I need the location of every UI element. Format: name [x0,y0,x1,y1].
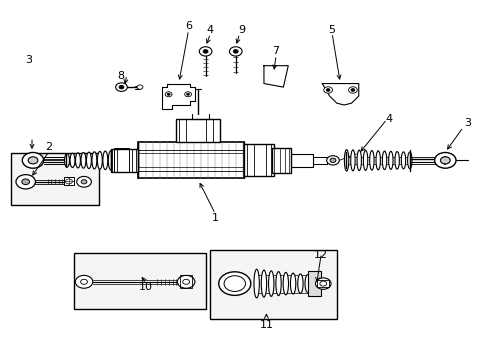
Circle shape [350,89,354,91]
Bar [271,148,290,173]
Circle shape [77,176,91,187]
Text: 4: 4 [385,114,392,124]
Text: 6: 6 [184,21,192,31]
Bar [111,149,137,172]
Ellipse shape [70,153,75,167]
Ellipse shape [283,273,288,295]
Polygon shape [322,84,358,105]
Text: 7: 7 [272,46,279,57]
Ellipse shape [401,152,405,169]
Circle shape [75,275,93,288]
Bar [63,177,74,185]
Ellipse shape [344,150,348,171]
Bar [180,275,192,288]
Circle shape [119,85,123,89]
Bar [317,280,328,287]
Ellipse shape [305,275,310,293]
Circle shape [218,272,250,296]
Text: 1: 1 [211,212,218,222]
Ellipse shape [268,271,273,296]
Polygon shape [162,84,195,109]
Bar [307,271,321,296]
Text: 5: 5 [328,25,335,35]
Text: 3: 3 [463,118,470,128]
Text: 2: 2 [45,142,53,152]
Ellipse shape [388,151,392,169]
Text: 8: 8 [117,71,124,81]
Ellipse shape [363,150,367,170]
Circle shape [28,157,38,164]
Polygon shape [264,66,287,87]
Ellipse shape [261,270,266,297]
Circle shape [329,158,335,162]
Text: 10: 10 [139,282,153,292]
Circle shape [315,278,330,289]
Bar [11,153,99,205]
Ellipse shape [394,152,399,169]
Ellipse shape [97,152,102,169]
Bar [114,148,128,172]
Bar [244,144,273,176]
Circle shape [177,275,195,288]
Bar [137,143,244,178]
Circle shape [165,92,172,97]
Circle shape [434,153,455,168]
Ellipse shape [81,153,86,168]
Ellipse shape [86,152,91,168]
Bar [210,249,336,319]
Circle shape [233,50,238,53]
Circle shape [137,85,142,89]
Ellipse shape [108,151,113,170]
Text: 9: 9 [238,25,245,35]
Ellipse shape [75,153,80,168]
Ellipse shape [375,151,380,170]
Bar [176,119,220,143]
Ellipse shape [350,150,354,171]
Circle shape [186,93,189,95]
Circle shape [203,50,207,53]
Ellipse shape [275,271,281,296]
Circle shape [167,93,170,95]
Text: 4: 4 [206,25,214,35]
Bar [74,253,205,309]
Ellipse shape [253,269,259,298]
Circle shape [116,83,127,91]
Text: 11: 11 [259,320,273,330]
Text: 3: 3 [25,55,33,65]
Circle shape [229,47,242,56]
Circle shape [323,87,332,93]
Circle shape [16,175,35,189]
Ellipse shape [290,273,295,294]
Ellipse shape [102,151,107,170]
Circle shape [184,92,191,97]
Circle shape [81,180,87,184]
Ellipse shape [64,154,69,167]
Text: 12: 12 [314,250,328,260]
Ellipse shape [407,152,411,168]
Ellipse shape [297,274,303,293]
Circle shape [199,47,211,56]
Ellipse shape [369,150,373,170]
Circle shape [440,157,449,164]
Circle shape [22,153,43,168]
Circle shape [325,89,329,91]
Ellipse shape [92,152,97,169]
Ellipse shape [382,151,386,170]
Circle shape [326,156,339,165]
Ellipse shape [356,150,361,171]
Circle shape [348,87,357,93]
Circle shape [22,179,30,185]
